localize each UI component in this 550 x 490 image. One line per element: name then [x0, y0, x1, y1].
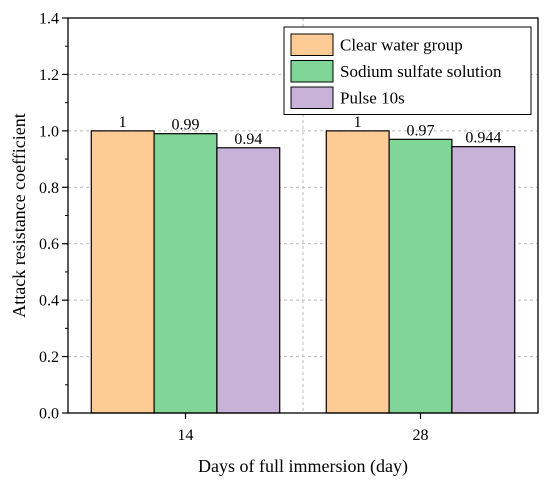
bar-value-label: 1 [354, 114, 362, 131]
legend-label: Sodium sulfate solution [340, 62, 502, 81]
bar [90, 130, 155, 414]
legend-label: Pulse 10s [340, 89, 405, 108]
bar [153, 133, 218, 414]
bar-value-label: 0.97 [407, 122, 435, 139]
bar [325, 130, 390, 414]
x-axis-title: Days of full immersion (day) [198, 456, 408, 477]
legend-swatch [290, 86, 334, 109]
bar-value-label: 0.99 [172, 117, 200, 134]
y-tick-label: 0.2 [39, 349, 59, 366]
bar-labels: 1 0.99 0.94 1 0.97 0.944 [119, 114, 502, 148]
x-tick-label: 28 [413, 427, 429, 444]
y-tick-label: 0.4 [39, 293, 59, 310]
y-tick-label: 0.6 [39, 236, 59, 253]
legend-swatch [290, 33, 334, 56]
bar-value-label: 0.944 [465, 130, 501, 147]
bar [451, 146, 516, 414]
bar-value-label: 1 [119, 114, 127, 131]
bars [90, 130, 516, 414]
legend-label: Clear water group [340, 36, 463, 55]
bar-value-label: 0.94 [234, 131, 262, 148]
axes: 0.0 0.2 0.4 0.6 0.8 1.0 1.2 1.4 14 28 [39, 11, 429, 445]
y-tick-label: 1.2 [39, 67, 59, 84]
y-tick-label: 1.4 [39, 11, 59, 28]
legend: Clear water group Sodium sulfate solution… [283, 26, 532, 115]
y-tick-label: 0.8 [39, 180, 59, 197]
y-axis-title: Attack resistance coefficient [9, 113, 29, 318]
y-tick-label: 0.0 [39, 406, 59, 423]
bar [388, 138, 453, 414]
y-tick-label: 1.0 [39, 123, 59, 140]
x-tick-label: 14 [178, 427, 194, 444]
bar [216, 147, 281, 414]
legend-swatch [290, 60, 334, 83]
